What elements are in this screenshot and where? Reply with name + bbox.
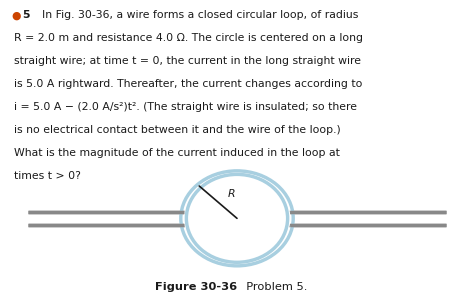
Text: is no electrical contact between it and the wire of the loop.): is no electrical contact between it and …	[14, 126, 341, 135]
Ellipse shape	[183, 172, 291, 264]
Text: R: R	[228, 189, 235, 199]
Text: i = 5.0 A − (2.0 A/s²)t². (The straight wire is insulated; so there: i = 5.0 A − (2.0 A/s²)t². (The straight …	[14, 102, 357, 112]
Text: What is the magnitude of the current induced in the loop at: What is the magnitude of the current ind…	[14, 148, 340, 158]
Text: Problem 5.: Problem 5.	[239, 282, 308, 292]
Text: straight wire; at time t = 0, the current in the long straight wire: straight wire; at time t = 0, the curren…	[14, 56, 361, 67]
Text: times t > 0?: times t > 0?	[14, 172, 81, 182]
Text: Figure 30-36: Figure 30-36	[155, 282, 237, 292]
Text: ●: ●	[12, 10, 21, 20]
Text: is 5.0 A rightward. Thereafter, the current changes according to: is 5.0 A rightward. Thereafter, the curr…	[14, 79, 363, 89]
Text: 5: 5	[22, 10, 29, 20]
Text: In Fig. 30-36, a wire forms a closed circular loop, of radius: In Fig. 30-36, a wire forms a closed cir…	[42, 10, 358, 20]
Text: R = 2.0 m and resistance 4.0 Ω. The circle is centered on a long: R = 2.0 m and resistance 4.0 Ω. The circ…	[14, 33, 363, 43]
